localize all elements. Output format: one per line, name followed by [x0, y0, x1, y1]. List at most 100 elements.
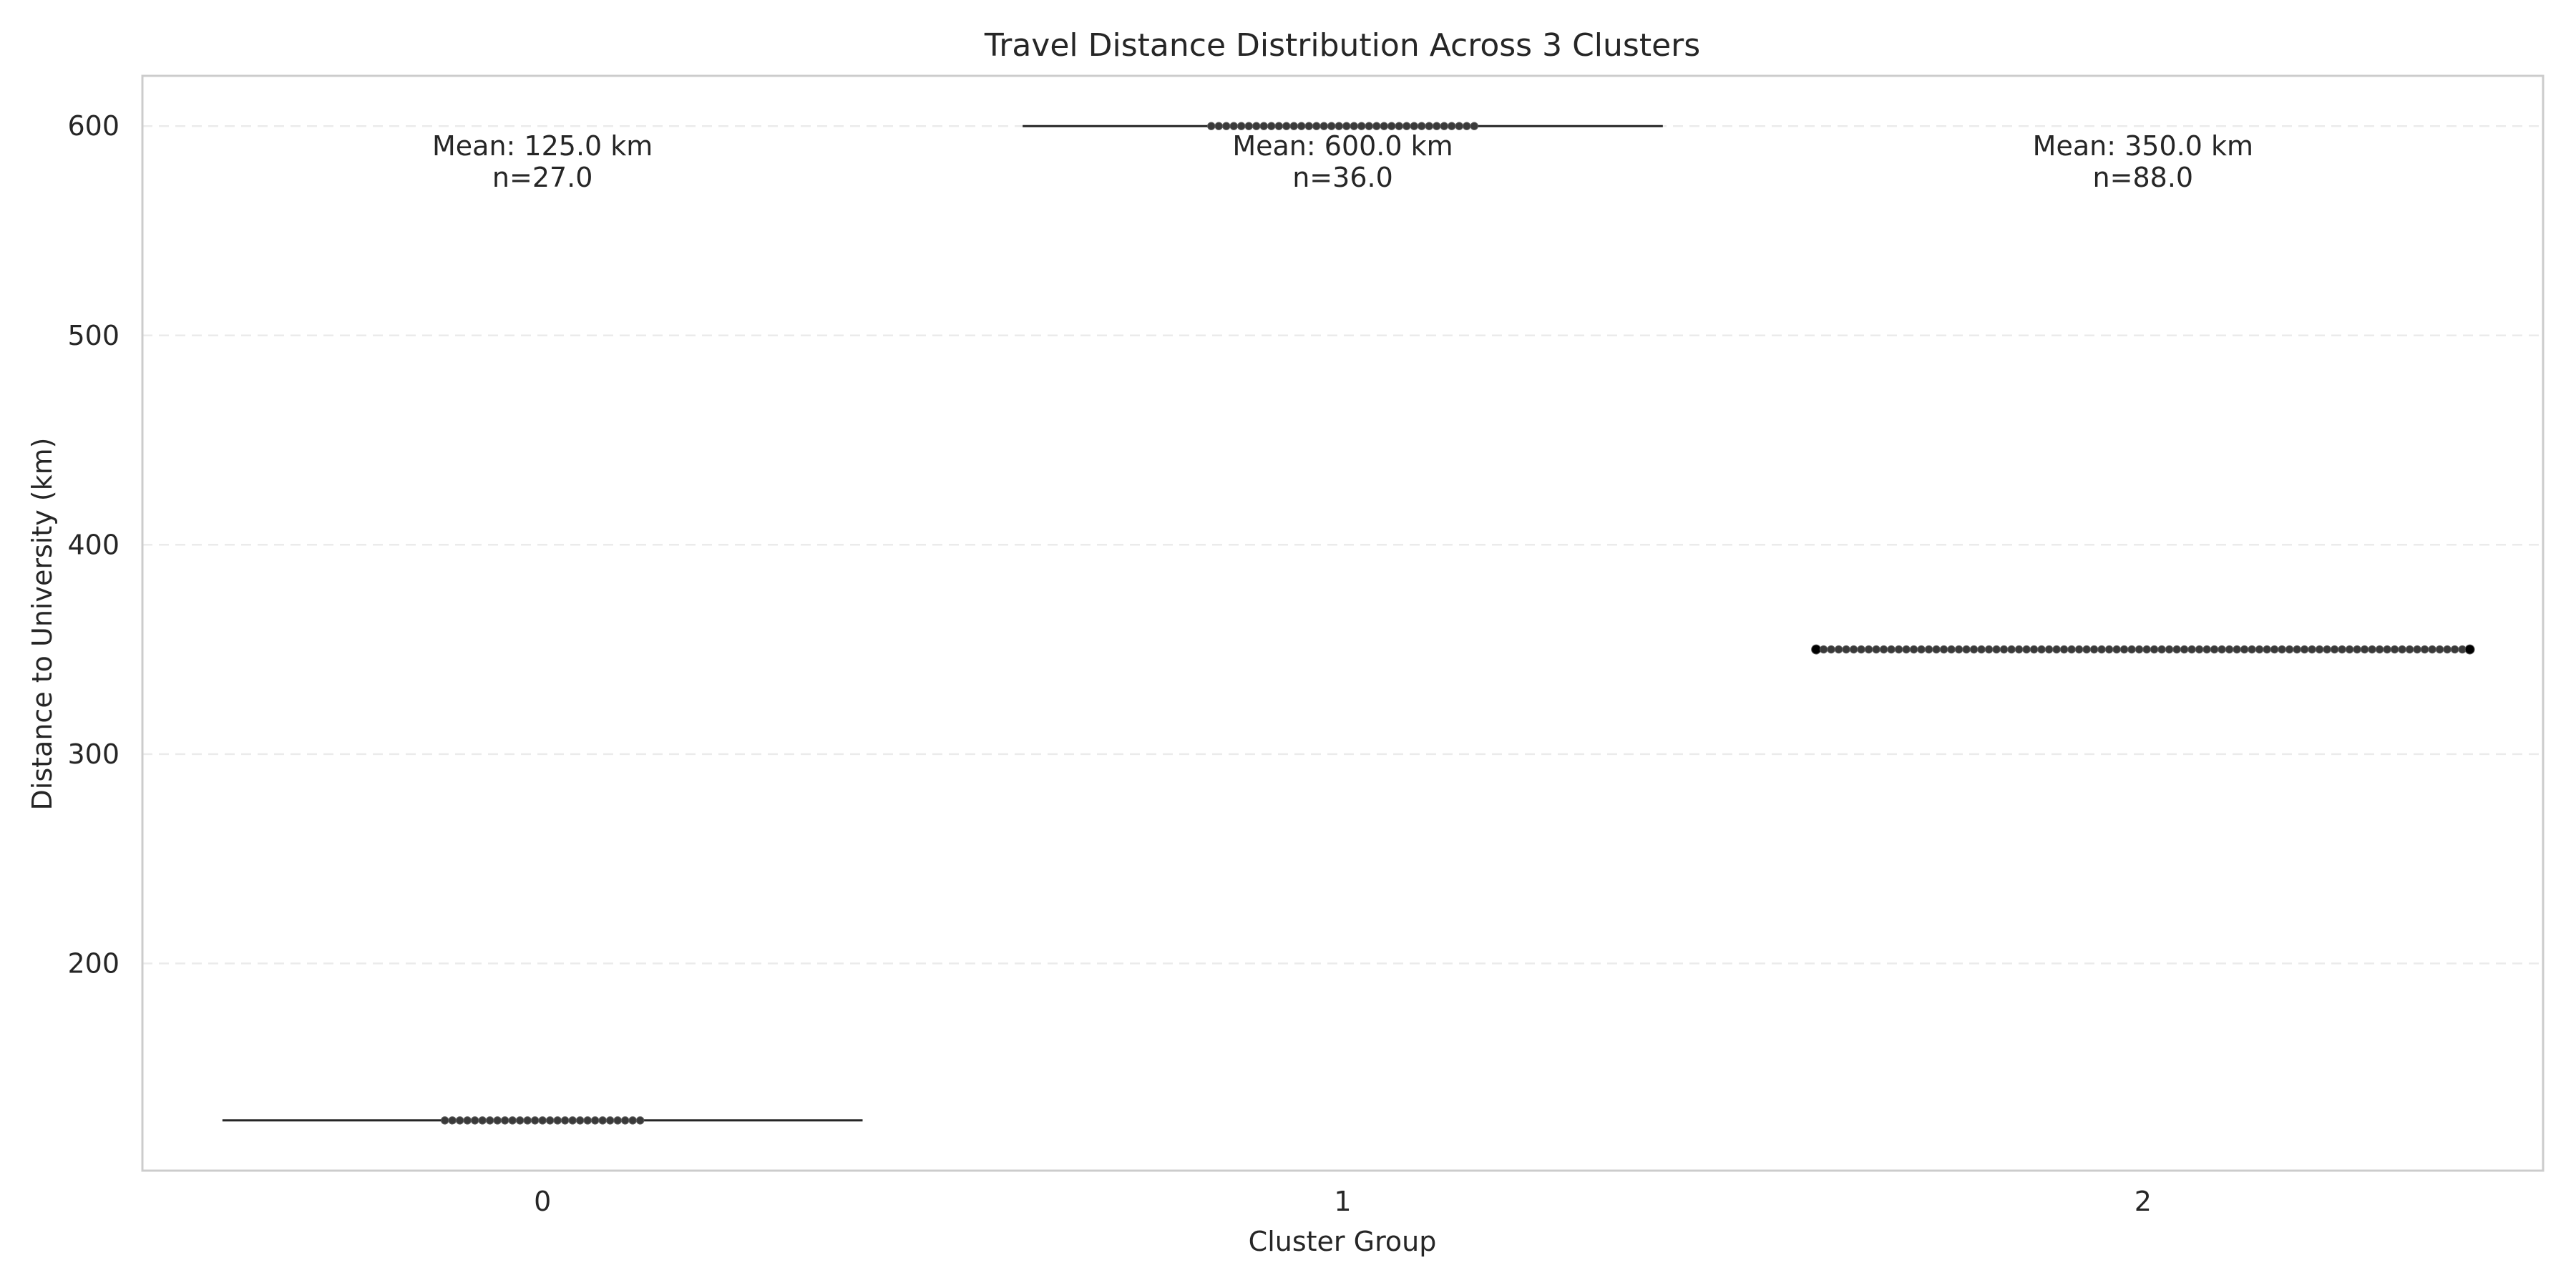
swarm-point	[1849, 645, 1858, 654]
y-axis-label: Distance to University (km)	[26, 438, 58, 811]
swarm-point	[2315, 645, 2324, 654]
swarm-point	[2360, 645, 2369, 654]
swarm-point	[598, 1116, 607, 1125]
swarm-point	[1312, 122, 1321, 130]
swarm-point	[1327, 122, 1336, 130]
swarm-point	[1917, 645, 1926, 654]
swarm-point	[1387, 122, 1396, 130]
swarm-point	[2150, 645, 2159, 654]
swarm-point	[560, 1116, 570, 1125]
swarm-point	[485, 1116, 494, 1125]
swarm-point	[2450, 645, 2459, 654]
swarm-point	[2180, 645, 2189, 654]
swarm-point	[448, 1116, 457, 1125]
swarm-point	[2368, 645, 2376, 654]
swarm-point	[1827, 645, 1835, 654]
swarm-point	[2187, 645, 2196, 654]
swarm-point	[1842, 645, 1850, 654]
swarm-point	[575, 1116, 585, 1125]
swarm-point	[2165, 645, 2174, 654]
swarm-point	[620, 1116, 630, 1125]
swarm-point	[2345, 645, 2354, 654]
swarm-point	[1365, 122, 1373, 130]
swarm-point	[1357, 122, 1366, 130]
swarm-point	[2135, 645, 2144, 654]
swarm-point	[1969, 645, 1979, 654]
swarm-point	[2007, 645, 2016, 654]
swarm-point	[1207, 122, 1216, 130]
swarm-point	[1864, 645, 1873, 654]
swarm-point	[515, 1116, 525, 1125]
swarm-point	[1954, 645, 1963, 654]
x-axis-label: Cluster Group	[1249, 1226, 1437, 1257]
swarm-point	[2112, 645, 2121, 654]
swarm-point	[1350, 122, 1358, 130]
y-tick-label: 300	[67, 738, 119, 770]
mean-annotation: Mean: 125.0 km	[432, 130, 653, 162]
swarm-point	[2089, 645, 2099, 654]
swarm-point	[500, 1116, 509, 1125]
swarm-point	[2119, 645, 2129, 654]
annotations: Mean: 125.0 kmn=27.0 Mean: 600.0 kmn=36.0…	[432, 130, 2253, 193]
swarm-point	[1335, 122, 1343, 130]
swarm-point	[2037, 645, 2046, 654]
swarm-point	[2443, 645, 2451, 654]
swarm-point	[1304, 122, 1313, 130]
swarm-point	[1894, 645, 1903, 654]
swarm-point	[1342, 122, 1351, 130]
swarm-point	[1879, 645, 1888, 654]
plot-frame	[141, 74, 2545, 1172]
swarm-point	[1410, 122, 1418, 130]
swarm-point	[1857, 645, 1865, 654]
swarm-point	[628, 1116, 637, 1125]
swarm-point	[2308, 645, 2316, 654]
swarm-point	[2225, 645, 2234, 654]
swarm-point	[2052, 645, 2061, 654]
swarm-point	[613, 1116, 622, 1125]
swarm-point	[2323, 645, 2331, 654]
swarm-point	[2210, 645, 2219, 654]
swarm-point	[1448, 122, 1456, 130]
count-annotation: n=27.0	[492, 162, 593, 193]
swarm-point	[2082, 645, 2091, 654]
mean-annotation: Mean: 600.0 km	[1232, 130, 1453, 162]
swarm-point	[2300, 645, 2309, 654]
swarm-point	[1924, 645, 1933, 654]
swarm-point	[2142, 645, 2151, 654]
swarm-point	[2255, 645, 2264, 654]
swarm-point	[1282, 122, 1291, 130]
count-annotation: n=36.0	[1292, 162, 1393, 193]
swarm-point	[568, 1116, 577, 1125]
swarm-point	[523, 1116, 532, 1125]
y-tick-label: 500	[67, 320, 119, 351]
swarm-point	[545, 1116, 555, 1125]
swarm-point	[2375, 645, 2384, 654]
swarm-point	[2202, 645, 2211, 654]
swarm-point	[2383, 645, 2391, 654]
swarm-point	[2172, 645, 2181, 654]
swarm-point	[2263, 645, 2271, 654]
swarm-point	[2014, 645, 2024, 654]
swarm-point	[1984, 645, 1994, 654]
swarm-point	[2405, 645, 2414, 654]
swarm-point	[493, 1116, 502, 1125]
swarm-point	[1267, 122, 1276, 130]
swarm-point	[1909, 645, 1918, 654]
swarm-point	[1380, 122, 1388, 130]
swarm-point	[478, 1116, 487, 1125]
grid-lines	[142, 125, 2543, 965]
swarm-point	[1244, 122, 1253, 130]
swarm-point	[1902, 645, 1911, 654]
swarm-point	[1992, 645, 2001, 654]
swarm-point	[440, 1116, 449, 1125]
swarm-point	[2435, 645, 2444, 654]
swarm-point	[470, 1116, 479, 1125]
swarm-point	[2293, 645, 2301, 654]
swarm-point	[1455, 122, 1463, 130]
swarm-point	[2278, 645, 2286, 654]
swarm-point	[1440, 122, 1448, 130]
swarm-point	[1289, 122, 1298, 130]
swarm-point	[2240, 645, 2249, 654]
swarm-point	[1259, 122, 1268, 130]
swarm-point	[1433, 122, 1441, 130]
